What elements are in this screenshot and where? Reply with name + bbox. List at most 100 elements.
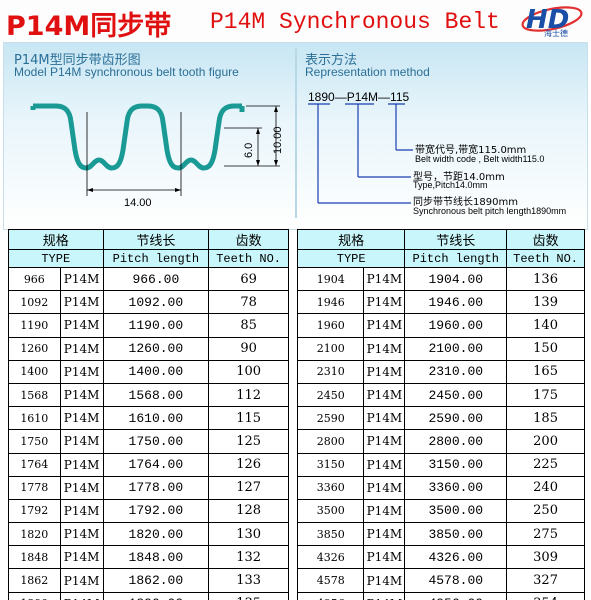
type-code-cell: 3360 <box>296 475 365 500</box>
table-row: 1750 P14M 1750.00 125 <box>8 429 289 454</box>
table-row: 1890P14M1890.00135 <box>8 591 289 600</box>
pitch-length-cell: 1400.00 <box>102 359 210 384</box>
table-row: 1848 P14M 1848.00 132 <box>8 545 289 570</box>
pitch-dimension-label: 14.00 <box>124 197 152 209</box>
table-row: 4956P14M4956.00354 <box>296 591 585 600</box>
model-cell: P14M <box>59 313 104 338</box>
table-row: 3360 P14M 3360.00 240 <box>296 475 585 500</box>
type-code-cell: 1890 <box>8 591 61 600</box>
type-code-cell: 1862 <box>8 568 61 593</box>
table-row: 1904 P14M 1904.00 136 <box>296 266 585 292</box>
teeth-count-cell: 85 <box>208 313 289 338</box>
type-code-cell: 1904 <box>296 266 365 292</box>
table-row: 3500 P14M 3500.00 250 <box>296 498 585 524</box>
pitch-length-cell: 966.00 <box>102 266 210 292</box>
logo-text: 海士德 <box>544 29 568 38</box>
type-code-cell: 1960 <box>296 313 365 338</box>
belt-width-desc-cn: 带宽代号,带宽115.0mm <box>415 145 527 156</box>
type-code-cell: 1764 <box>8 452 61 477</box>
pitch-length-cell: 4326.00 <box>404 545 508 570</box>
pitch-length-cell: 1568.00 <box>102 382 210 408</box>
header-pitch-cn: 节线长 <box>102 229 210 250</box>
model-cell: P14M <box>363 336 406 361</box>
pitch-length-cell: 3850.00 <box>404 522 508 547</box>
header-type-cn: 规格 <box>8 229 104 250</box>
type-code-cell: 2590 <box>296 406 365 431</box>
pitch-length-cell: 1092.00 <box>102 290 210 315</box>
pitch-length-cell: 3500.00 <box>404 498 508 524</box>
header-type-en: TYPE <box>8 249 104 268</box>
header-teeth-cn: 齿数 <box>208 229 289 250</box>
table-row: 966 P14M 966.00 69 <box>8 266 289 292</box>
pitch-length-cell: 4578.00 <box>404 568 508 593</box>
type-code-cell: 1848 <box>8 545 61 570</box>
spec-table-left: 规格 节线长 齿数 TYPE Pitch length Teeth NO. 96… <box>8 229 289 600</box>
teeth-count-cell: 135 <box>208 591 289 600</box>
table-row: 4578 P14M 4578.00 327 <box>296 568 585 593</box>
teeth-count-cell: 128 <box>208 498 289 524</box>
pitch-length-cell: 1190.00 <box>102 313 210 338</box>
header-pitch-cn: 节线长 <box>404 229 508 250</box>
table-row: 2590 P14M 2590.00 185 <box>296 406 585 431</box>
panel-divider <box>295 48 297 218</box>
table-row: 1190 P14M 1190.00 85 <box>8 313 289 338</box>
teeth-count-cell: 140 <box>506 313 585 338</box>
header: P14M同步带 P14M Synchronous Belt HD 海士德 <box>0 0 591 42</box>
model-cell: P14M <box>363 290 406 315</box>
type-code-cell: 2100 <box>296 336 365 361</box>
type-code-cell: 1946 <box>296 290 365 315</box>
pitch-length-cell: 2100.00 <box>404 336 508 361</box>
teeth-count-cell: 100 <box>208 359 289 384</box>
model-cell: P14M <box>59 545 104 570</box>
logo-letters: HD <box>526 5 569 35</box>
model-cell: P14M <box>363 266 406 292</box>
type-code-cell: 1190 <box>8 313 61 338</box>
model-cell: P14M <box>363 522 406 547</box>
height-label-1: 6.0 <box>243 143 255 158</box>
type-code-cell: 1400 <box>8 359 61 384</box>
teeth-count-cell: 185 <box>506 406 585 431</box>
pitch-length-cell: 1890.00 <box>102 591 210 600</box>
model-cell: P14M <box>59 522 104 547</box>
header-pitch-en: Pitch length <box>102 249 210 268</box>
table-row: 1610 P14M 1610.00 115 <box>8 406 289 431</box>
page-title-en: P14M Synchronous Belt <box>210 9 500 35</box>
model-cell: P14M <box>363 429 406 454</box>
model-cell: P14M <box>59 452 104 477</box>
pitch-length-cell: 2800.00 <box>404 429 508 454</box>
header-teeth-en: Teeth NO. <box>208 249 289 268</box>
model-cell: P14M <box>363 382 406 408</box>
type-code-cell: 1778 <box>8 475 61 500</box>
page-title-cn: P14M同步带 <box>6 11 172 42</box>
table-row: 1092 P14M 1092.00 78 <box>8 290 289 315</box>
model-cell: P14M <box>59 591 104 600</box>
type-code-cell: 1092 <box>8 290 61 315</box>
pitch-length-cell: 1764.00 <box>102 452 210 477</box>
table-row: 1764 P14M 1764.00 126 <box>8 452 289 477</box>
pitch-length-cell: 1904.00 <box>404 266 508 292</box>
table-row: 2100 P14M 2100.00 150 <box>296 336 585 361</box>
teeth-count-cell: 165 <box>506 359 585 384</box>
header-pitch-en: Pitch length <box>404 249 508 268</box>
brand-logo: HD <box>521 5 583 35</box>
teeth-count-cell: 90 <box>208 336 289 361</box>
pitch-length-cell: 1820.00 <box>102 522 210 547</box>
pitch-length-cell: 1862.00 <box>102 568 210 593</box>
teeth-count-cell: 139 <box>506 290 585 315</box>
pitch-length-cell: 2450.00 <box>404 382 508 408</box>
header-teeth-en: Teeth NO. <box>506 249 585 268</box>
type-code-cell: 2450 <box>296 382 365 408</box>
model-cell: P14M <box>59 290 104 315</box>
teeth-count-cell: 200 <box>506 429 585 454</box>
type-code-cell: 4326 <box>296 545 365 570</box>
pitch-length-cell: 2310.00 <box>404 359 508 384</box>
type-code-cell: 1610 <box>8 406 61 431</box>
pitch-length-cell: 3150.00 <box>404 452 508 477</box>
teeth-count-cell: 130 <box>208 522 289 547</box>
pitch-length-cell: 1778.00 <box>102 475 210 500</box>
teeth-count-cell: 327 <box>506 568 585 593</box>
type-pitch-desc-en: Type,Pitch14.0mm <box>413 180 488 190</box>
teeth-count-cell: 127 <box>208 475 289 500</box>
model-cell: P14M <box>59 266 104 292</box>
model-cell: P14M <box>363 545 406 570</box>
